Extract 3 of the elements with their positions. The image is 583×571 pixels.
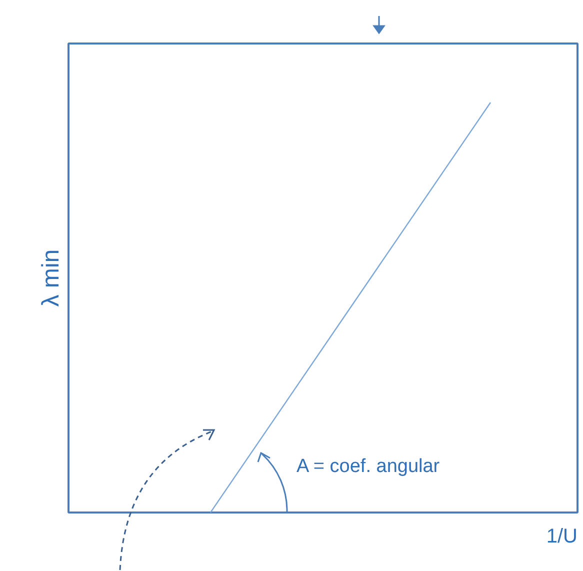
annotation: A = coef. angular — [296, 456, 440, 477]
y-axis-title: λ min — [38, 249, 64, 307]
x-axis-title: 1/U — [546, 526, 578, 548]
